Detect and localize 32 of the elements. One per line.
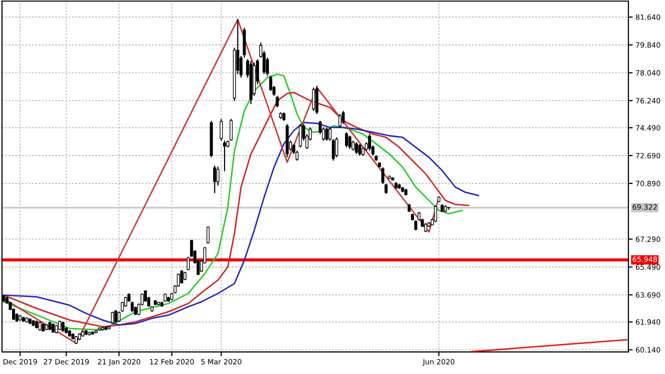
candlestick: [58, 320, 62, 331]
line-series: [2, 18, 440, 344]
candlestick: [335, 136, 338, 158]
candlestick: [312, 86, 316, 112]
candlestick: [348, 135, 352, 150]
candlestick: [110, 311, 114, 324]
candlestick: [315, 85, 318, 115]
candlestick: [414, 220, 418, 231]
candlestick: [342, 110, 345, 125]
candlestick: [384, 183, 388, 194]
candlestick: [381, 166, 384, 184]
candlestick: [206, 226, 210, 244]
candlestick: [354, 142, 358, 155]
candlestick: [216, 166, 220, 186]
candlestick: [434, 204, 438, 223]
candlestick: [358, 143, 362, 156]
candlestick: [213, 165, 216, 194]
candlestick: [298, 123, 302, 148]
candlestick: [345, 132, 348, 148]
candlestick: [118, 311, 121, 322]
candlestick: [338, 114, 342, 128]
candlestick: [223, 140, 226, 172]
candlestick: [144, 290, 147, 302]
candlestick: [114, 310, 118, 324]
candlestick: [276, 95, 279, 108]
candlestick: [368, 133, 372, 152]
candlestick: [180, 270, 184, 284]
candlestick: [220, 118, 223, 142]
candlestick: [352, 140, 355, 152]
candlestick: [230, 118, 233, 142]
candlestick: [186, 256, 190, 271]
candlestick: [325, 126, 328, 142]
